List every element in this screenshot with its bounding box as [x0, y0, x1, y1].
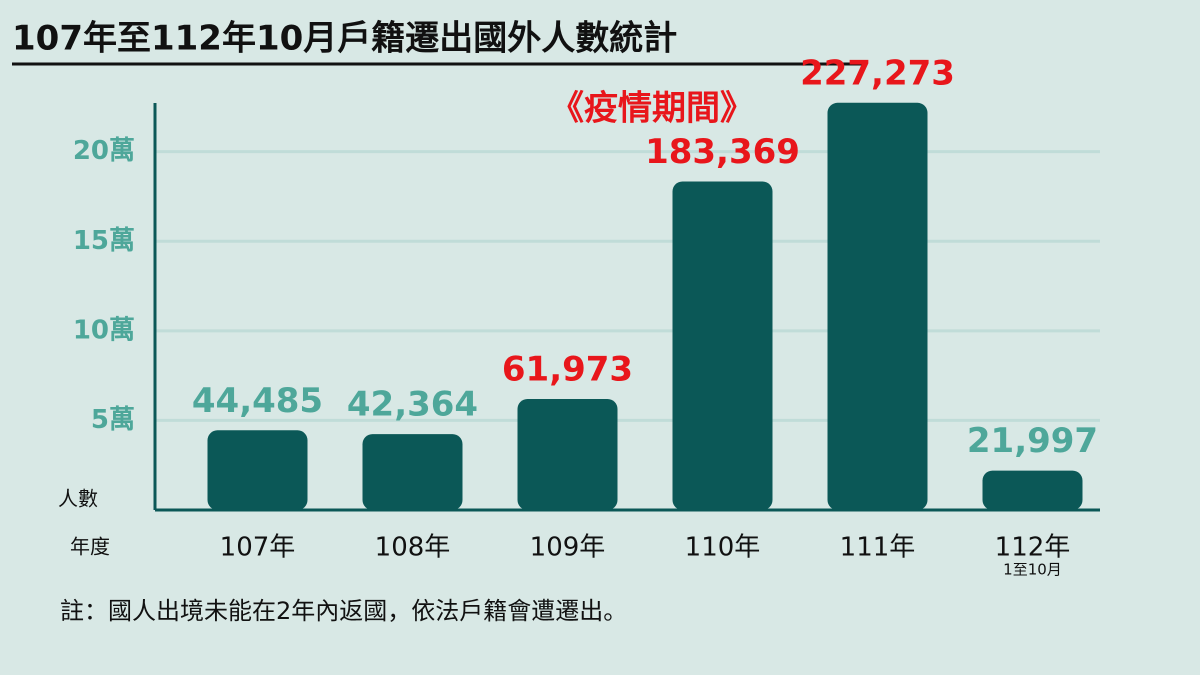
- bar: [827, 102, 928, 510]
- bar: [672, 181, 773, 511]
- bar: [362, 434, 463, 510]
- x-tick-label: 111年: [840, 533, 916, 563]
- x-tick-sublabel: 1至10月: [1003, 561, 1062, 579]
- note: 註：國人出境未能在2年內返國，依法戶籍會遭遷出。: [60, 597, 627, 625]
- y-tick-label: 20萬: [73, 136, 135, 166]
- bar: [982, 470, 1083, 510]
- y-tick-label: 5萬: [91, 405, 135, 435]
- y-tick-label: 15萬: [73, 226, 135, 256]
- value-label: 42,364: [347, 385, 478, 425]
- annotation: 《疫情期間》: [550, 89, 754, 129]
- value-label: 44,485: [192, 381, 323, 421]
- bar: [207, 430, 308, 510]
- x-tick-label: 108年: [375, 533, 451, 563]
- bar: [517, 398, 618, 510]
- x-tick-label: 110年: [685, 533, 761, 563]
- value-label: 61,973: [502, 349, 633, 389]
- y-axis-label: 人數: [58, 487, 98, 511]
- x-tick-label: 109年: [530, 533, 606, 563]
- value-label: 227,273: [800, 53, 955, 93]
- chart-title: 107年至112年10月戶籍遷出國外人數統計: [12, 19, 677, 59]
- x-tick-label: 107年: [220, 533, 296, 563]
- y-tick-label: 10萬: [73, 315, 135, 345]
- x-tick-label: 112年: [995, 533, 1071, 563]
- x-axis-label: 年度: [70, 535, 110, 559]
- value-label: 21,997: [967, 421, 1098, 461]
- value-label: 183,369: [645, 132, 800, 172]
